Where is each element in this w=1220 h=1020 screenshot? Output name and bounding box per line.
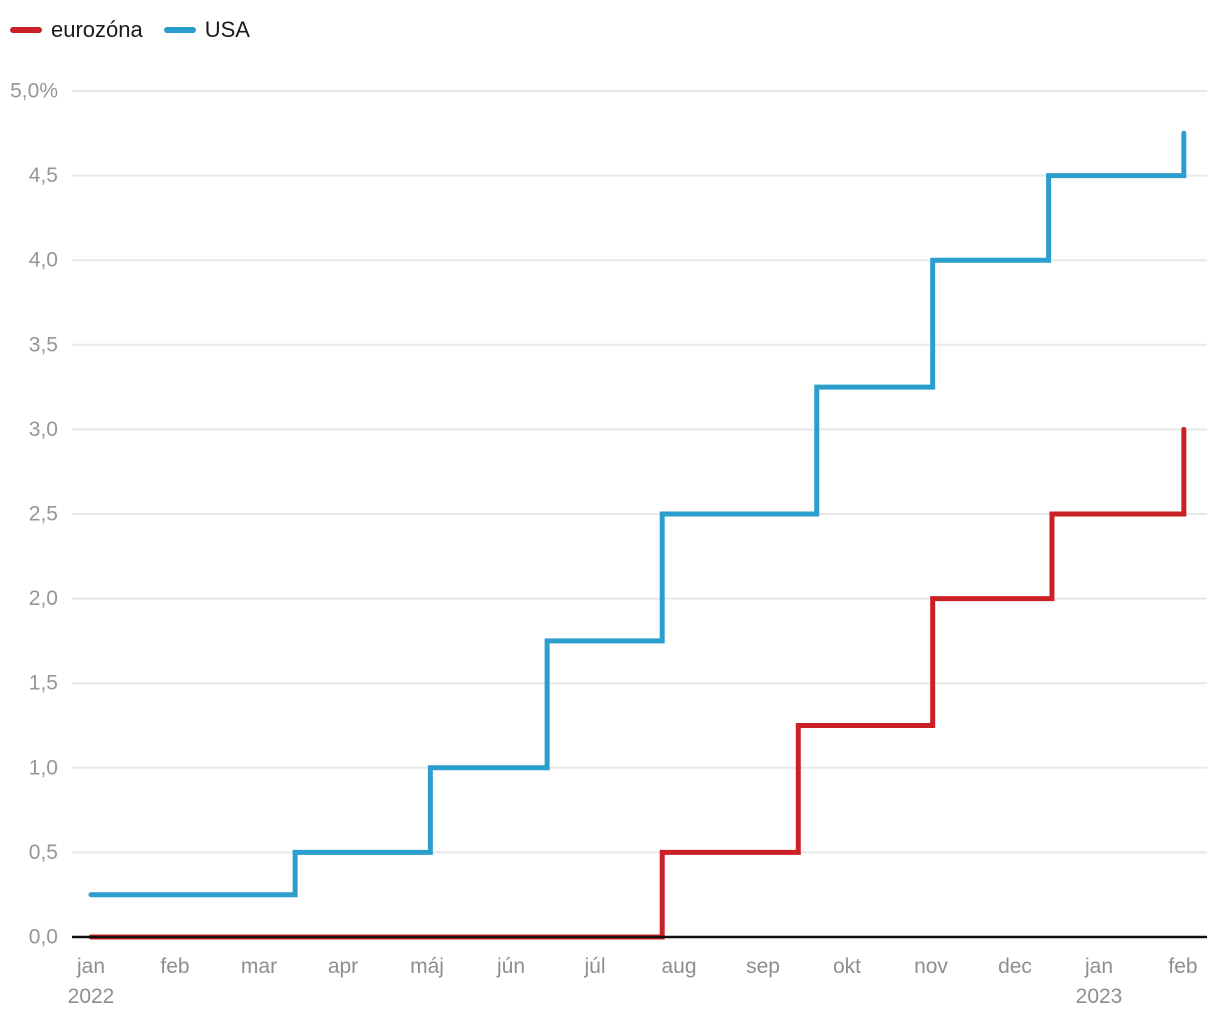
x-year-label: 2023 bbox=[1076, 985, 1123, 1008]
x-tick-label: mar bbox=[241, 955, 277, 978]
x-tick-label: sep bbox=[746, 955, 780, 978]
y-tick-label: 0,0 bbox=[29, 926, 58, 949]
y-tick-label: 3,5 bbox=[29, 333, 58, 356]
y-tick-label: 0,5 bbox=[29, 841, 58, 864]
y-tick-label: 2,0 bbox=[29, 587, 58, 610]
y-tick-label: 4,5 bbox=[29, 164, 58, 187]
x-tick-label: apr bbox=[328, 955, 358, 978]
legend-item-eurozona: eurozóna bbox=[10, 17, 143, 43]
legend-item-usa: USA bbox=[163, 17, 250, 43]
x-tick-label: dec bbox=[998, 955, 1032, 978]
x-year-label: 2022 bbox=[68, 985, 115, 1008]
x-tick-label: nov bbox=[914, 955, 948, 978]
x-tick-label: aug bbox=[661, 955, 696, 978]
y-tick-label: 4,0 bbox=[29, 249, 58, 272]
x-tick-label: okt bbox=[833, 955, 861, 978]
eurozona-line-swatch bbox=[10, 27, 42, 33]
x-tick-label: feb bbox=[160, 955, 189, 978]
x-tick-label: jan bbox=[76, 955, 105, 978]
y-tick-label: 5,0% bbox=[10, 80, 58, 103]
usa-line-swatch bbox=[163, 27, 196, 33]
y-tick-label: 2,5 bbox=[29, 503, 58, 526]
usa-line bbox=[88, 130, 1187, 898]
x-tick-label: júl bbox=[583, 955, 605, 978]
eurozona-line bbox=[88, 426, 1187, 940]
x-tick-label: máj bbox=[410, 955, 444, 978]
x-tick-label: jan bbox=[1084, 955, 1113, 978]
y-tick-label: 1,5 bbox=[29, 672, 58, 695]
legend-label-eurozona: eurozóna bbox=[51, 17, 143, 42]
x-tick-label: jún bbox=[496, 955, 525, 978]
y-tick-label: 1,0 bbox=[29, 756, 58, 779]
legend-label-usa: USA bbox=[204, 17, 250, 42]
x-tick-label: feb bbox=[1168, 955, 1197, 978]
chart-legend: eurozóna USA bbox=[10, 17, 250, 43]
y-tick-label: 3,0 bbox=[29, 418, 58, 441]
